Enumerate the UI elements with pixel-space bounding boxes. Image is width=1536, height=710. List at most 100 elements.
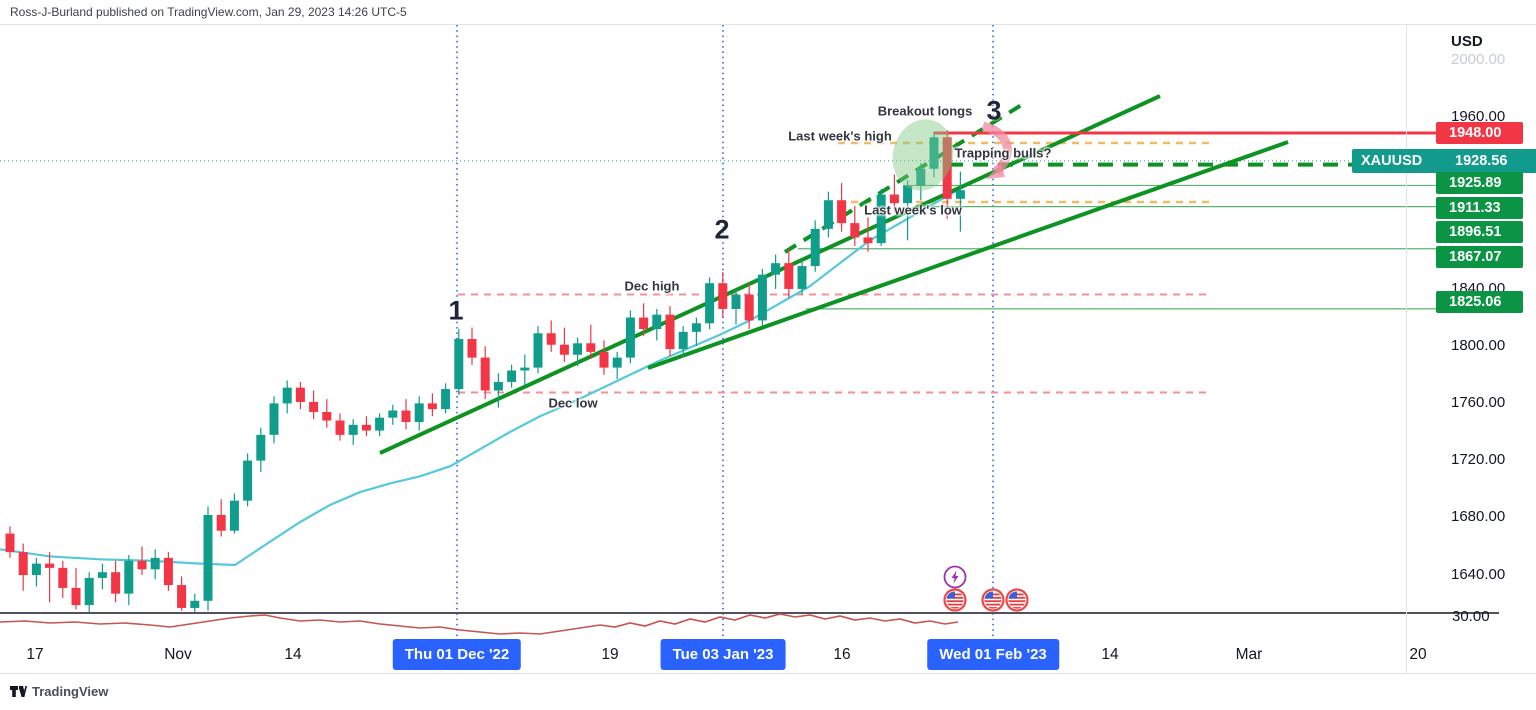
chart-annotation-text: Trapping bulls? — [954, 145, 1052, 161]
candle — [850, 205, 860, 247]
price-tick-label: 1680.00 — [1451, 508, 1506, 526]
candle — [823, 191, 833, 238]
candle — [18, 543, 28, 591]
candle — [58, 560, 68, 598]
candle — [903, 180, 913, 241]
chart-annotation-text: Last week's low — [864, 202, 962, 218]
date-tick-label: 20 — [1409, 646, 1427, 663]
candle — [269, 396, 279, 444]
price-tick-label: 1760.00 — [1451, 393, 1506, 411]
date-tick-label: 16 — [833, 646, 851, 663]
candle — [863, 217, 873, 252]
price-tick-label: 1960.00 — [1451, 107, 1506, 125]
candle — [71, 567, 81, 610]
candle — [546, 320, 556, 352]
candle — [375, 413, 385, 437]
symbol-price-badge[interactable]: XAUUSD 1928.56 — [1352, 149, 1536, 173]
candle — [295, 381, 305, 410]
candle — [203, 506, 213, 611]
candle — [322, 399, 332, 428]
us-flag-icon[interactable] — [1005, 588, 1029, 612]
candle — [731, 288, 741, 325]
candle — [467, 327, 477, 365]
candle — [810, 220, 820, 272]
candle — [111, 560, 121, 603]
symbol-name: XAUUSD — [1361, 153, 1423, 169]
candle — [757, 268, 767, 327]
candle — [691, 317, 701, 347]
candle — [256, 427, 266, 473]
candle — [586, 324, 596, 360]
wave-count-number: 1 — [448, 295, 464, 326]
candle — [942, 130, 952, 219]
candle — [216, 499, 226, 537]
candle — [612, 351, 622, 380]
chart-annotation-text: Dec low — [548, 395, 598, 411]
header-divider — [0, 24, 1536, 25]
candle — [163, 552, 173, 591]
price-tick-label: 1800.00 — [1451, 336, 1506, 354]
date-tick-label: Mar — [1235, 646, 1263, 663]
candle — [97, 563, 107, 590]
chart-annotation-text: Dec high — [624, 278, 680, 294]
chart-annotation-text: Last week's high — [788, 128, 892, 144]
support-level-badge: 1911.33 — [1436, 197, 1523, 219]
candle — [137, 546, 147, 576]
us-flag-icon[interactable] — [981, 588, 1005, 612]
candle — [190, 593, 200, 613]
candle — [718, 271, 728, 318]
candle — [5, 526, 15, 558]
candle — [454, 328, 464, 395]
candle — [507, 364, 517, 388]
tradingview-watermark: TradingView — [10, 684, 108, 699]
candle — [533, 326, 543, 374]
moving-average-line — [0, 184, 966, 567]
candle — [837, 183, 847, 232]
candle — [652, 308, 662, 341]
candle — [427, 393, 437, 417]
alert-price-badge[interactable]: 1948.00 — [1436, 122, 1523, 144]
uptrend-1 — [379, 94, 1161, 455]
date-tick-label: 14 — [284, 646, 302, 663]
support-level-badge: 1896.51 — [1436, 221, 1523, 243]
price-axis-border — [1406, 24, 1407, 673]
wave-count-number: 2 — [714, 214, 730, 245]
time-axis-border — [0, 673, 1536, 674]
candle — [678, 326, 688, 358]
date-marker-badge[interactable]: Wed 01 Feb '23 — [927, 639, 1059, 670]
date-marker-badge[interactable]: Thu 01 Dec '22 — [392, 639, 522, 670]
candle — [744, 283, 754, 329]
candle — [955, 171, 965, 232]
candle — [797, 260, 807, 295]
uptrend-2 — [647, 140, 1289, 370]
candle — [309, 390, 319, 420]
support-level-badge: 1825.06 — [1436, 291, 1523, 313]
candle — [361, 416, 371, 437]
candle — [45, 552, 55, 603]
wave-count-number: 3 — [986, 95, 1002, 126]
currency-label: USD — [1451, 33, 1483, 50]
lightning-icon[interactable] — [943, 565, 967, 589]
support-level-badge: 1925.89 — [1436, 172, 1523, 194]
candle — [401, 399, 411, 430]
candle — [784, 248, 794, 298]
candle — [388, 404, 398, 425]
date-marker-badge[interactable]: Tue 03 Jan '23 — [660, 639, 786, 670]
symbol-last-price: 1928.56 — [1455, 153, 1508, 169]
candle — [876, 188, 886, 247]
candle — [282, 380, 292, 414]
us-flag-icon[interactable] — [943, 588, 967, 612]
candle — [335, 413, 345, 441]
candle — [771, 254, 781, 289]
indicator-scale-label: 30.00 — [1452, 608, 1490, 625]
candle — [559, 327, 569, 362]
candle — [916, 163, 926, 201]
chart-annotation-text: Breakout longs — [877, 103, 973, 119]
candle — [929, 131, 939, 178]
date-tick-label: 19 — [601, 646, 619, 663]
tradingview-logo-icon — [10, 686, 27, 697]
candle — [177, 576, 187, 611]
date-tick-label: Nov — [164, 646, 192, 663]
